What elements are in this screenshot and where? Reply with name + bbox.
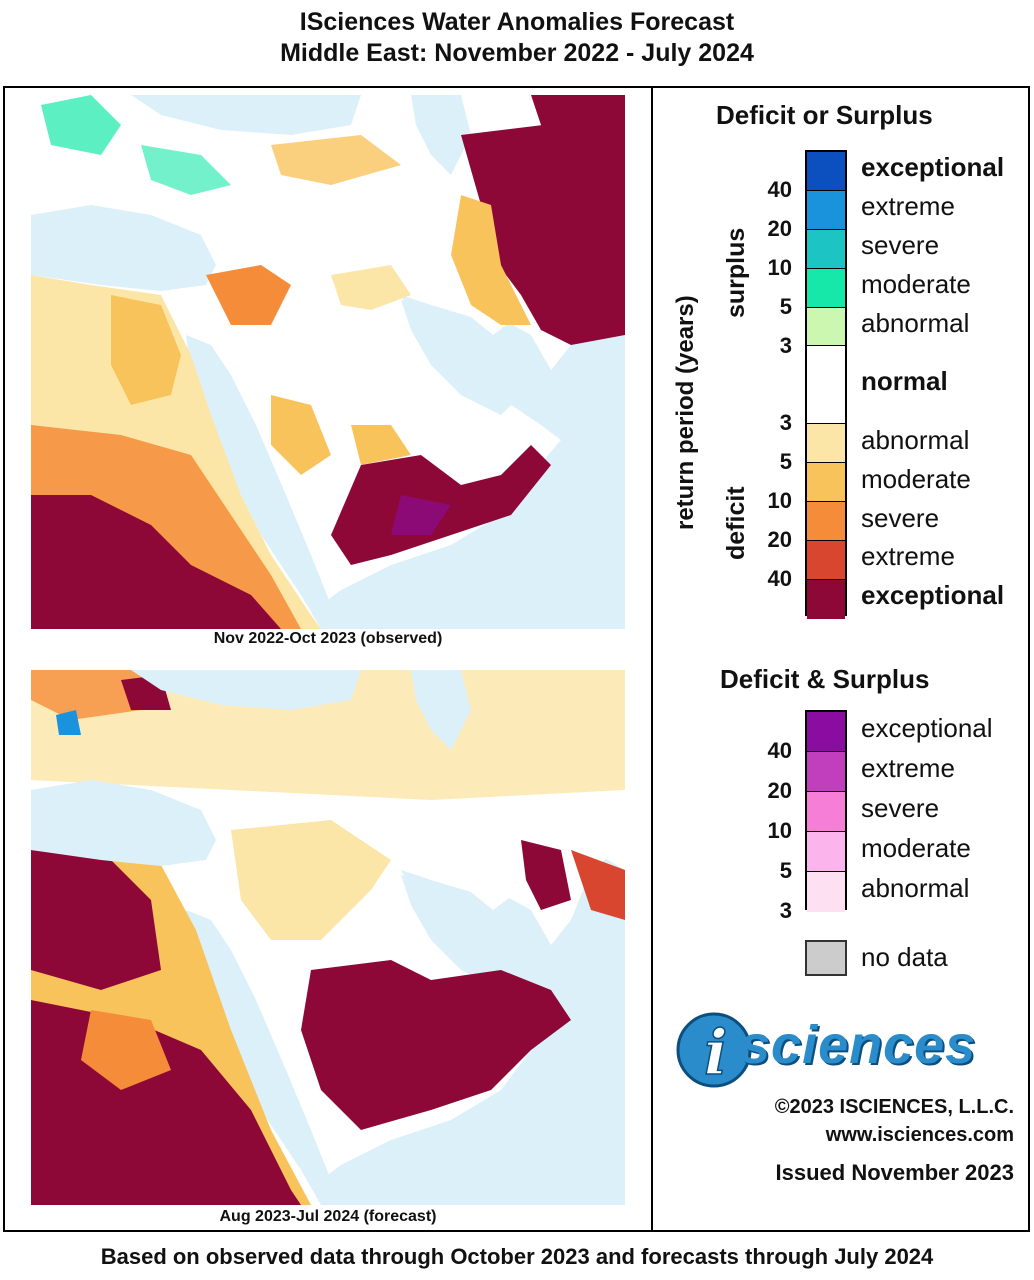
legend-swatch-deficit-severe [807,502,845,541]
legend-tick-deficit: 20 [767,527,792,552]
legend-tick-deficit: 3 [779,410,792,436]
legend-tick-surplus: 10 [767,254,792,280]
legend-swatch-deficit-abnormal [807,424,845,464]
legend-both-label-severe: severe [861,793,940,823]
legend-both-tick: 10 [767,818,792,843]
legend-swatch-deficit-extreme [807,540,845,580]
legend-both-label-exceptional: exceptional [861,713,993,743]
legend-nodata-label: no data [861,942,948,972]
isciences-logo: i [676,1012,752,1088]
legend-both-swatch-exceptional [807,712,845,752]
logo-wordmark: sciences [740,1015,977,1075]
legend-axis-label: return period (years) [672,295,699,530]
website-link[interactable]: www.isciences.com [825,1124,1014,1146]
footer-note: Based on observed data through October 2… [100,1244,934,1269]
legend-label-normal: normal [861,366,948,397]
legend-both-color-bar [805,710,847,912]
legend-heading-deficit-and-surplus: Deficit & Surplus [720,664,930,694]
legend-both-swatch-abnormal [807,872,845,912]
legend-label-deficit-abnormal: abnormal [861,424,970,455]
legend-label-surplus-abnormal: abnormal [861,308,970,339]
legend-label-deficit-moderate: moderate [861,463,971,494]
observed-map [31,95,625,629]
map-title-line1: ISciences Water Anomalies Forecast [299,8,735,36]
legend-both-tick: 40 [767,738,792,763]
legend-both-label-moderate: moderate [861,833,971,863]
forecast-map [31,670,625,1205]
copyright-text: ©2023 ISCIENCES, L.L.C. [774,1096,1014,1118]
legend-label-surplus-moderate: moderate [861,269,971,300]
legend-tick-surplus: 3 [779,332,792,358]
issued-date: Issued November 2023 [775,1160,1014,1185]
legend-color-bar [805,150,847,619]
legend-swatch-surplus-severe [807,229,845,269]
legend-both-swatch-extreme [807,752,845,792]
legend-label-deficit-exceptional: exceptional [861,580,1005,611]
legend-swatch-surplus-extreme [807,190,845,230]
legend-swatch-deficit-exceptional [807,579,845,619]
figure-frame [3,86,1030,1232]
legend-tick-deficit: 40 [767,565,792,591]
legend-both-tick: 3 [779,898,792,923]
legend-tick-surplus: 40 [767,176,792,202]
svg-text:i: i [704,1016,728,1088]
legend-label-surplus-severe: severe [861,230,940,261]
legend-swatch-surplus-abnormal [807,307,845,347]
panel-divider [651,86,653,1232]
legend-both-label-extreme: extreme [861,753,955,783]
legend-both-tick: 5 [779,858,792,883]
legend-nodata-swatch [805,940,847,976]
legend-label-deficit-extreme: extreme [861,541,955,572]
forecast-map-caption: Aug 2023-Jul 2024 (forecast) [219,1208,437,1225]
legend-both-label-abnormal: abnormal [861,873,970,903]
legend-heading-deficit-or-surplus: Deficit or Surplus [716,100,933,130]
legend-label-deficit-severe: severe [861,502,940,533]
legend-swatch-surplus-moderate [807,268,845,308]
legend-swatch-normal [807,346,845,425]
legend-swatch-surplus-exceptional [807,152,845,191]
legend-tick-surplus: 5 [779,293,792,319]
legend-swatch-deficit-moderate [807,463,845,503]
legend-label-surplus-extreme: extreme [861,191,955,222]
map-title-line2: Middle East: November 2022 - July 2024 [280,39,754,67]
legend-tick-surplus: 20 [767,215,792,241]
legend-both-swatch-severe [807,792,845,832]
observed-map-caption: Nov 2022-Oct 2023 (observed) [213,630,443,647]
legend-label-surplus-exceptional: exceptional [861,152,1005,183]
legend-both-swatch-moderate [807,832,845,872]
legend-surplus-label: surplus [722,227,750,318]
legend-tick-deficit: 10 [767,488,792,514]
legend-tick-deficit: 5 [779,449,792,475]
legend-deficit-label: deficit [722,486,750,560]
legend-both-tick: 20 [767,778,792,803]
